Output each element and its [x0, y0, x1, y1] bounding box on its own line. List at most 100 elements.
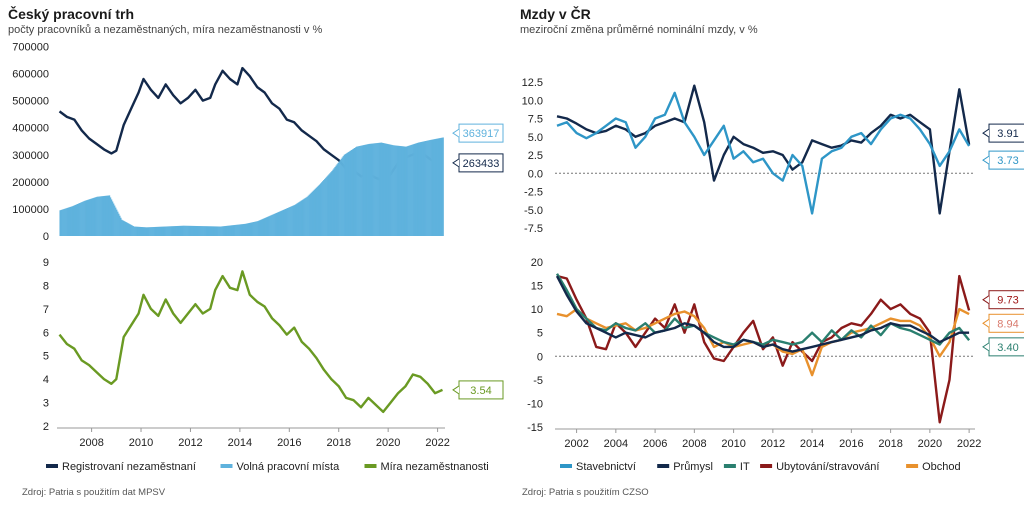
vacancy-bar [116, 209, 118, 236]
vacancy-bar [273, 213, 275, 236]
vacancy-bar [360, 145, 362, 236]
vacancy-bar [80, 202, 82, 236]
vacancy-bar [186, 225, 188, 236]
y-tick-label: 6 [43, 327, 49, 339]
vacancy-bar [96, 196, 98, 236]
vacancy-bar [98, 196, 100, 236]
vacancy-bar [439, 138, 441, 236]
right-legend-swatch [760, 464, 773, 468]
vacancy-bar [312, 190, 315, 236]
y-tick-label: 5.0 [528, 132, 543, 144]
y-tick-label: 600000 [12, 69, 49, 81]
y-tick-label: 4 [43, 374, 49, 386]
vacancy-bar [110, 199, 113, 236]
vacancy-bar [209, 226, 212, 236]
vacancy-bar [62, 209, 64, 236]
vacancy-bar [247, 223, 250, 236]
vacancy-bar [159, 226, 161, 236]
vacancy-bar [185, 225, 187, 236]
vacancy-bar [90, 198, 92, 236]
vacancy-bar [349, 150, 352, 236]
vacancy-bar [253, 222, 255, 236]
vacancy-bar [156, 226, 158, 236]
vacancy-bar [356, 146, 358, 236]
vacancy-bar [251, 222, 253, 236]
vacancy-bar [137, 226, 140, 236]
vacancy-bar [184, 225, 186, 236]
vacancy-bar [198, 226, 200, 236]
vacancy-bar [397, 145, 399, 236]
vacancy-bar [142, 227, 145, 236]
vacancy-bar [258, 220, 260, 236]
vacancy-bar [131, 225, 133, 236]
vacancy-bar [348, 151, 351, 236]
vacancy-bar [334, 166, 336, 236]
vacancy-bar [191, 225, 193, 236]
x-tick-label: 2016 [277, 437, 301, 449]
x-tick-label: 2006 [643, 438, 667, 450]
series-line-obchod [556, 307, 970, 377]
vacancy-bar [174, 226, 177, 236]
right-legend-label: Průmysl [673, 461, 713, 473]
vacancy-bar [172, 226, 175, 236]
vacancy-bar [382, 143, 385, 236]
vacancy-bar [197, 226, 199, 236]
vacancy-bar [136, 226, 139, 236]
x-tick-label: 2020 [918, 438, 942, 450]
y-tick-label: 10 [531, 304, 543, 316]
end-value-pointer [452, 385, 460, 395]
vacancy-bar [85, 200, 87, 236]
vacancy-bar [206, 226, 209, 236]
vacancy-bar [361, 145, 363, 236]
vacancy-bar [333, 168, 335, 236]
vacancy-bar [194, 225, 196, 236]
vacancy-bar [144, 227, 147, 236]
vacancy-bar [108, 195, 111, 236]
vacancy-bar [267, 216, 269, 236]
vacancy-bar [295, 204, 297, 236]
vacancy-bar [286, 208, 288, 236]
vacancy-bar [391, 144, 393, 236]
vacancy-bar [292, 205, 294, 236]
vacancy-bar [75, 204, 78, 236]
vacancy-bar [167, 226, 169, 236]
left-legend-swatch [364, 464, 377, 468]
vacancy-bar [330, 172, 332, 236]
vacancy-bar [150, 227, 152, 236]
vacancy-bar [117, 211, 119, 236]
vacancy-bar [262, 218, 264, 236]
vacancy-bar [279, 211, 282, 236]
y-tick-label: 2 [43, 421, 49, 433]
vacancy-bar [427, 140, 429, 236]
vacancy-bar [76, 203, 79, 236]
vacancy-bar [298, 202, 300, 236]
vacancy-bar [218, 226, 220, 236]
y-tick-label: 0 [43, 231, 49, 243]
vacancy-bar [178, 225, 181, 236]
x-tick-label: 2018 [878, 438, 902, 450]
vacancy-bar [121, 219, 123, 236]
y-tick-label: 0.0 [528, 168, 543, 180]
vacancy-bar [419, 142, 422, 236]
vacancy-bar [399, 145, 401, 236]
vacancy-bar [70, 206, 73, 236]
vacancy-bar [259, 220, 261, 236]
right-legend-swatch [906, 464, 919, 468]
vacancy-bar [134, 226, 136, 236]
vacancy-bar [381, 142, 384, 236]
end-value-pointer [982, 342, 990, 352]
vacancy-bar [161, 226, 163, 236]
vacancy-bar [335, 165, 337, 236]
vacancy-bar [135, 226, 137, 236]
vacancy-bar [287, 208, 289, 236]
vacancy-bar [222, 226, 224, 236]
y-tick-label: -15 [527, 422, 543, 434]
vacancy-bar [180, 225, 183, 236]
vacancy-bar [59, 210, 61, 236]
vacancy-bar [67, 207, 70, 236]
vacancy-bar [309, 193, 311, 236]
x-tick-label: 2018 [326, 437, 350, 449]
vacancy-bar [166, 226, 168, 236]
vacancy-bar [278, 211, 281, 236]
vacancy-bar [336, 164, 338, 236]
